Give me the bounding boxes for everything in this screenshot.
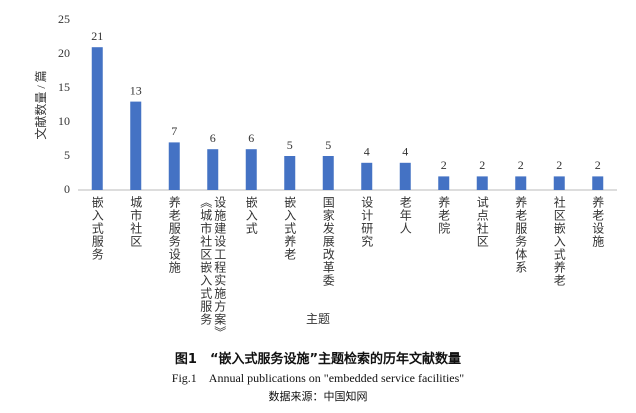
caption-source: 数据来源：中国知网 bbox=[268, 391, 368, 403]
x-tick-label: 嵌入式服务 bbox=[90, 196, 105, 261]
x-tick-label: 养老服务体系 bbox=[513, 196, 528, 274]
y-tick-label: 10 bbox=[58, 114, 70, 128]
x-tick-label: 社区嵌入式养老 bbox=[552, 196, 567, 287]
x-tick-label: 《城市社区嵌入式服务设施建设工程实施方案》 bbox=[198, 196, 227, 339]
bar bbox=[553, 176, 565, 190]
value-label: 4 bbox=[402, 145, 408, 159]
bar bbox=[476, 176, 488, 190]
x-tick-label: 设计研究 bbox=[359, 196, 374, 248]
value-label: 6 bbox=[210, 131, 216, 145]
value-label: 6 bbox=[248, 131, 254, 145]
bar bbox=[322, 156, 334, 190]
y-tick-label: 25 bbox=[58, 12, 70, 26]
value-label: 2 bbox=[518, 158, 524, 172]
bar bbox=[438, 176, 450, 190]
bar bbox=[284, 156, 296, 190]
value-label: 2 bbox=[479, 158, 485, 172]
caption-subtitle: Fig.1 Annual publications on "embedded s… bbox=[171, 371, 465, 385]
bar bbox=[207, 149, 219, 190]
value-label: 4 bbox=[364, 145, 370, 159]
bar bbox=[91, 47, 103, 191]
value-label: 2 bbox=[556, 158, 562, 172]
value-label: 5 bbox=[325, 138, 331, 152]
x-tick-label: 养老设施 bbox=[590, 196, 605, 248]
x-tick-label: 嵌入式养老 bbox=[282, 196, 297, 261]
y-tick-label: 20 bbox=[58, 46, 70, 60]
bar bbox=[592, 176, 604, 190]
value-label: 2 bbox=[441, 158, 447, 172]
bar bbox=[361, 162, 373, 190]
value-label: 13 bbox=[130, 83, 142, 97]
x-tick-label: 养老服务设施 bbox=[167, 196, 182, 274]
x-tick-label: 嵌入式 bbox=[244, 196, 259, 235]
y-tick-label: 5 bbox=[64, 148, 70, 162]
bar bbox=[515, 176, 527, 190]
value-label: 7 bbox=[171, 124, 177, 138]
bar bbox=[168, 142, 180, 190]
x-tick-label: 老年人 bbox=[398, 196, 413, 235]
value-label: 2 bbox=[595, 158, 601, 172]
y-axis-title: 文献数量 / 篇 bbox=[33, 70, 48, 139]
x-tick-label: 养老院 bbox=[436, 196, 451, 235]
y-tick-label: 0 bbox=[64, 182, 70, 196]
x-tick-label: 城市社区 bbox=[128, 196, 143, 248]
bar bbox=[245, 149, 257, 190]
x-tick-label: 试点社区 bbox=[475, 196, 490, 248]
bar bbox=[399, 162, 411, 190]
x-tick-label: 国家发展改革委 bbox=[321, 196, 336, 287]
bar bbox=[130, 101, 142, 190]
value-label: 21 bbox=[91, 29, 103, 43]
x-axis-title: 主题 bbox=[306, 312, 330, 326]
y-tick-label: 15 bbox=[58, 80, 70, 94]
caption-title: 图1 “嵌入式服务设施”主题检索的历年文献数量 bbox=[174, 352, 462, 367]
value-label: 5 bbox=[287, 138, 293, 152]
